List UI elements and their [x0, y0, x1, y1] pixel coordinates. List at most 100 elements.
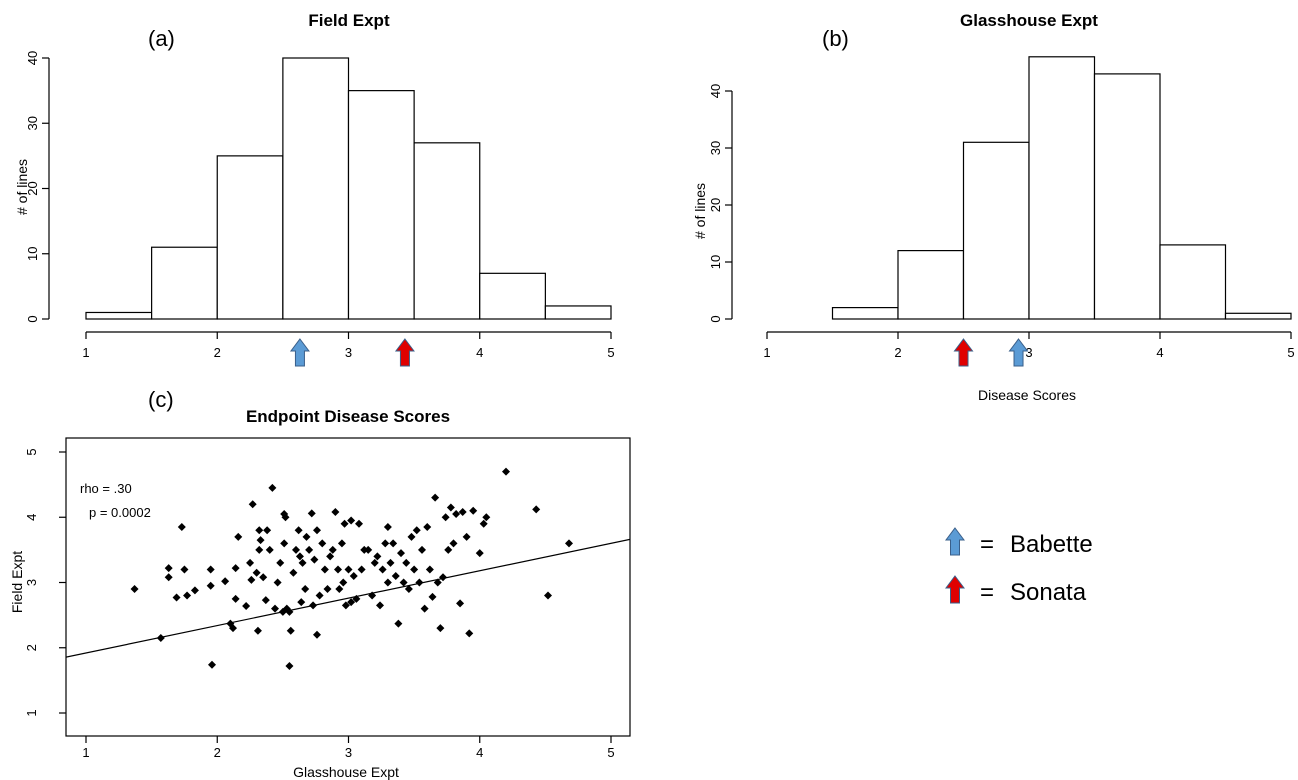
legend-babette-arrow-icon: [945, 527, 965, 556]
scatter-point: [246, 558, 255, 567]
panel-b-xlabel: Disease Scores: [978, 387, 1076, 403]
panel-b-label: (b): [822, 26, 849, 51]
scatter-point: [364, 545, 373, 554]
x-tick-label: 1: [82, 745, 89, 760]
panel-b-ylabel: # of lines: [692, 183, 708, 239]
scatter-point: [475, 549, 484, 558]
histogram-bar: [831, 307, 899, 320]
panel-a: (a) Field Expt # of lines 1 2 3 4 5 0 10 20 30 40: [14, 11, 615, 367]
x-tick-label: 3: [1025, 345, 1032, 360]
x-tick-label: 5: [607, 345, 614, 360]
histogram-bar: [1159, 244, 1227, 320]
scatter-point: [456, 599, 465, 608]
scatter-point: [231, 564, 240, 573]
scatter-point: [247, 575, 256, 584]
y-tick-label: 30: [708, 141, 723, 155]
scatter-point: [259, 573, 268, 582]
scatter-point: [415, 578, 424, 587]
panel-b-title: Glasshouse Expt: [960, 11, 1098, 30]
scatter-point: [231, 594, 240, 603]
histogram-bar: [1028, 56, 1096, 320]
scatter-point: [273, 578, 282, 587]
scatter-point: [285, 607, 294, 616]
babette-arrow-icon: [1008, 338, 1029, 367]
scatter-point: [265, 545, 274, 554]
scatter-point: [313, 526, 321, 535]
scatter-point: [502, 467, 510, 476]
x-tick-label: 1: [763, 345, 770, 360]
scatter-point: [397, 549, 405, 558]
histogram-bar: [962, 141, 1030, 320]
scatter-point: [452, 509, 461, 518]
scatter-point: [164, 573, 173, 582]
scatter-point: [436, 624, 445, 633]
histogram-bar: [216, 155, 284, 320]
scatter-point: [431, 493, 440, 502]
histogram-bar: [1093, 73, 1161, 320]
scatter-point: [208, 660, 216, 669]
panel-c-label: (c): [148, 387, 174, 412]
panel-c-ylabel: Field Expt: [9, 551, 25, 613]
sonata-arrow-icon: [394, 338, 415, 367]
panel-c-xlabel: Glasshouse Expt: [293, 764, 399, 780]
x-tick-label: 4: [476, 345, 483, 360]
scatter-point: [441, 513, 450, 522]
scatter-point: [404, 585, 413, 594]
y-tick-label: 2: [24, 644, 39, 651]
x-tick-label: 3: [345, 345, 352, 360]
scatter-point: [253, 626, 262, 635]
legend-sonata-arrow-icon: [945, 575, 965, 604]
scatter-point: [462, 532, 471, 541]
scatter-point: [347, 598, 356, 607]
x-tick-label: 1: [82, 345, 89, 360]
scatter-point: [242, 601, 251, 610]
scatter-point: [357, 565, 366, 574]
panel-a-plot: 1 2 3 4 5 0 10 20 30 40: [25, 51, 615, 367]
scatter-point: [234, 532, 243, 541]
scatter-point: [255, 545, 264, 554]
panel-a-label: (a): [148, 26, 175, 51]
regression-line: [66, 538, 630, 658]
histogram-bar: [897, 250, 965, 320]
scatter-point: [376, 601, 384, 610]
x-tick-label: 3: [345, 745, 352, 760]
plot-frame: [65, 437, 631, 737]
scatter-point: [349, 571, 358, 580]
scatter-point: [439, 573, 447, 582]
scatter-point: [355, 519, 363, 528]
legend-babette-symbol: =: [980, 531, 994, 558]
scatter-point: [465, 629, 474, 638]
x-tick-label: 4: [476, 745, 483, 760]
rho-annotation: rho = .30: [80, 481, 132, 496]
y-tick-label: 5: [24, 448, 39, 455]
scatter-point: [425, 565, 434, 574]
y-tick-label: 40: [708, 84, 723, 98]
scatter-point: [446, 503, 455, 512]
scatter-point: [402, 558, 411, 567]
histogram-bar: [282, 57, 350, 320]
scatter-point: [339, 578, 348, 587]
scatter-point: [412, 526, 421, 535]
y-tick-label: 10: [25, 247, 40, 261]
scatter-point: [344, 565, 353, 574]
scatter-point: [458, 508, 467, 517]
histogram-bar: [479, 272, 546, 320]
scatter-point: [444, 545, 453, 554]
scatter-point: [252, 568, 261, 577]
x-tick-label: 2: [214, 745, 221, 760]
scatter-point: [383, 523, 392, 532]
scatter-point: [423, 523, 432, 532]
scatter-point: [305, 545, 314, 554]
scatter-point: [378, 565, 387, 574]
scatter-point: [410, 565, 419, 574]
y-tick-label: 4: [24, 514, 39, 521]
scatter-point: [326, 552, 335, 561]
y-tick-label: 3: [24, 579, 39, 586]
panel-a-title: Field Expt: [308, 11, 390, 30]
y-tick-label: 20: [25, 181, 40, 195]
scatter-point: [301, 585, 310, 594]
scatter-point: [276, 558, 285, 567]
legend: = Babette = Sonata: [945, 527, 1093, 606]
scatter-point: [479, 519, 488, 528]
